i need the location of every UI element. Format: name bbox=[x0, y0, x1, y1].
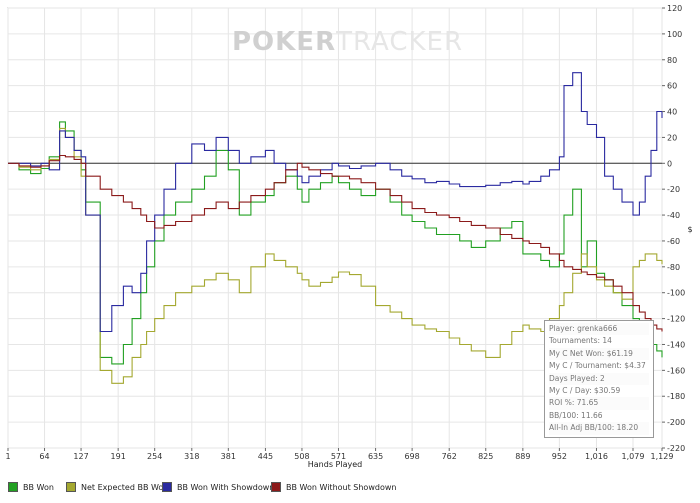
watermark-left: POKER bbox=[232, 27, 336, 57]
legend: BB Won Net Expected BB Won BB Won With S… bbox=[0, 478, 700, 500]
legend-item-with-showdown[interactable]: BB Won With Showdown bbox=[162, 482, 274, 492]
y-tick-label: 0 bbox=[667, 159, 672, 168]
x-tick-label: 191 bbox=[111, 452, 126, 461]
stat-player: Player: grenka666 bbox=[549, 323, 649, 336]
stat-roi: ROI %: 71.65 bbox=[549, 397, 649, 410]
x-tick-label: 64 bbox=[39, 452, 49, 461]
stat-allin-bb100: All-In Adj BB/100: 18.20 bbox=[549, 422, 649, 435]
legend-label: BB Won bbox=[23, 482, 54, 492]
legend-label: BB Won Without Showdown bbox=[286, 482, 397, 492]
legend-label: Net Expected BB Won bbox=[81, 482, 169, 492]
y-tick-label: 100 bbox=[667, 30, 682, 39]
x-tick-label: 127 bbox=[73, 452, 88, 461]
y-tick-label: -80 bbox=[667, 263, 680, 272]
stat-bb100: BB/100: 11.66 bbox=[549, 410, 603, 420]
x-tick-label: 889 bbox=[515, 452, 530, 461]
y-tick-label: 120 bbox=[667, 4, 682, 13]
series-line-4 bbox=[8, 154, 663, 332]
y-tick-label: -160 bbox=[667, 366, 685, 375]
x-tick-label: 571 bbox=[331, 452, 346, 461]
x-tick-label: 381 bbox=[221, 452, 236, 461]
legend-item-without-showdown[interactable]: BB Won Without Showdown bbox=[271, 482, 396, 492]
y-tick-label: -200 bbox=[667, 418, 685, 427]
x-tick-label: 698 bbox=[404, 452, 419, 461]
watermark-right: TRACKER bbox=[335, 27, 463, 57]
stat-days-played: Days Played: 2 bbox=[549, 372, 649, 385]
x-tick-label: 952 bbox=[552, 452, 567, 461]
stat-per-day: My C / Day: $30.59 bbox=[549, 385, 621, 395]
stats-box: Player: grenka666 Tournaments: 14 My C N… bbox=[544, 320, 654, 438]
y-tick-label: 40 bbox=[667, 108, 677, 117]
x-tick-label: 1 bbox=[5, 452, 10, 461]
legend-item-bb-won[interactable]: BB Won bbox=[8, 482, 54, 492]
y-tick-label: 80 bbox=[667, 56, 677, 65]
series-lines bbox=[8, 72, 663, 384]
y-axis-title: $ bbox=[687, 225, 692, 234]
x-tick-label: 1,016 bbox=[585, 452, 608, 461]
y-tick-label: -180 bbox=[667, 392, 685, 401]
y-tick-label: -120 bbox=[667, 315, 685, 324]
x-tick-label: 1,079 bbox=[622, 452, 645, 461]
stat-per-tournament: My C / Tournament: $4.37 bbox=[549, 361, 646, 371]
legend-label: BB Won With Showdown bbox=[177, 482, 275, 492]
x-tick-label: 1,129 bbox=[651, 452, 674, 461]
y-tick-label: -100 bbox=[667, 289, 685, 298]
legend-item-net-expected[interactable]: Net Expected BB Won bbox=[66, 482, 168, 492]
y-tick-label: -140 bbox=[667, 340, 685, 349]
stat-tournaments: Tournaments: 14 bbox=[549, 336, 612, 346]
y-tick-label: -20 bbox=[667, 185, 680, 194]
y-tick-label: -220 bbox=[667, 444, 685, 453]
x-axis-title: Hands Played bbox=[308, 460, 362, 469]
stat-net-won: My C Net Won: $61.19 bbox=[549, 347, 649, 361]
y-tick-label: 20 bbox=[667, 133, 677, 142]
y-tick-label: -40 bbox=[667, 211, 680, 220]
chart: POKERTRACKER 1 64 127 191 254 318 381 445 508 571… bbox=[5, 4, 692, 469]
grid bbox=[7, 7, 663, 449]
watermark: POKERTRACKER bbox=[232, 27, 463, 57]
series-line-3 bbox=[8, 72, 663, 333]
legend-swatch bbox=[8, 482, 18, 492]
legend-swatch bbox=[162, 482, 172, 492]
legend-swatch bbox=[271, 482, 281, 492]
x-tick-label: 318 bbox=[184, 452, 199, 461]
legend-swatch bbox=[66, 482, 76, 492]
x-tick-label: 508 bbox=[294, 452, 309, 461]
y-axis: 120 100 80 60 40 20 0 -20 -40 -60 -80 -100 -120 -140 -… bbox=[662, 4, 685, 453]
x-tick-label: 445 bbox=[258, 452, 273, 461]
x-tick-label: 254 bbox=[147, 452, 162, 461]
y-tick-label: -60 bbox=[667, 237, 680, 246]
x-axis: 1 64 127 191 254 318 381 445 508 571 635 698 762 825 8… bbox=[5, 448, 673, 461]
x-tick-label: 825 bbox=[478, 452, 493, 461]
x-tick-label: 762 bbox=[442, 452, 457, 461]
x-tick-label: 635 bbox=[368, 452, 383, 461]
y-tick-label: 60 bbox=[667, 82, 677, 91]
